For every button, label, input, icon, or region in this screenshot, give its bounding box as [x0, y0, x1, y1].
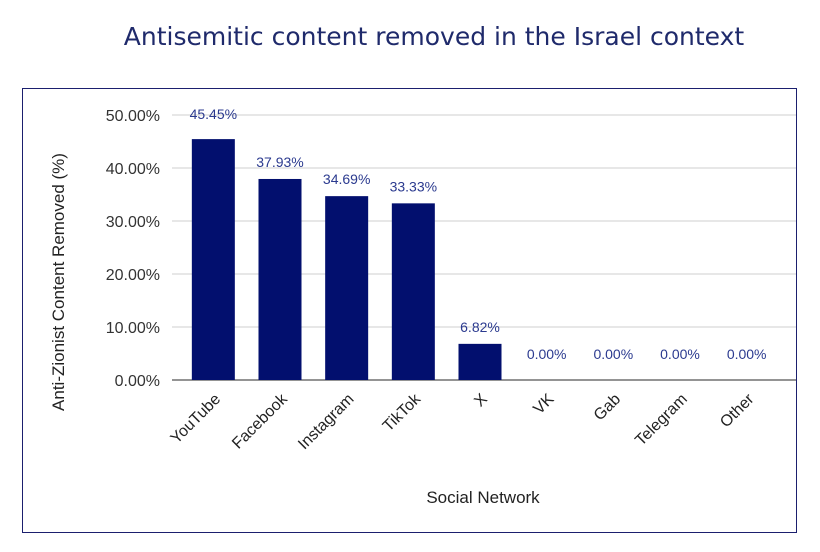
data-label: 0.00%: [527, 346, 567, 362]
category-label: TikTok: [380, 390, 425, 435]
chart-frame: [22, 88, 797, 533]
y-tick-label: 20.00%: [106, 267, 160, 284]
category-label: Other: [717, 390, 758, 431]
data-label: 34.69%: [323, 171, 370, 187]
y-tick-label: 50.00%: [106, 108, 160, 125]
data-label: 0.00%: [727, 346, 767, 362]
y-tick-label: 40.00%: [106, 161, 160, 178]
bar-instagram: [325, 196, 369, 380]
data-label: 0.00%: [660, 346, 700, 362]
category-label: Instagram: [295, 391, 357, 453]
category-label: X: [471, 391, 491, 411]
bar-youtube: [191, 139, 235, 380]
category-label: Gab: [591, 391, 624, 424]
y-tick-label: 30.00%: [106, 214, 160, 231]
y-axis-title: Anti-Zionist Content Removed (%): [49, 153, 68, 411]
x-axis-title: Social Network: [426, 488, 540, 507]
y-tick-label: 0.00%: [115, 373, 160, 390]
data-label: 33.33%: [390, 178, 437, 194]
bar-x: [458, 343, 502, 380]
data-label: 37.93%: [256, 154, 303, 170]
category-label: VK: [530, 391, 557, 418]
data-label: 6.82%: [460, 319, 500, 335]
data-label: 45.45%: [190, 106, 237, 122]
category-label: Telegram: [632, 391, 691, 450]
data-label: 0.00%: [593, 346, 633, 362]
bar-tiktok: [391, 203, 435, 380]
category-label: Facebook: [229, 390, 291, 452]
category-label: YouTube: [168, 391, 225, 448]
bar-facebook: [258, 178, 302, 380]
y-tick-label: 10.00%: [106, 320, 160, 337]
page-title: Antisemitic content removed in the Israe…: [123, 22, 745, 51]
